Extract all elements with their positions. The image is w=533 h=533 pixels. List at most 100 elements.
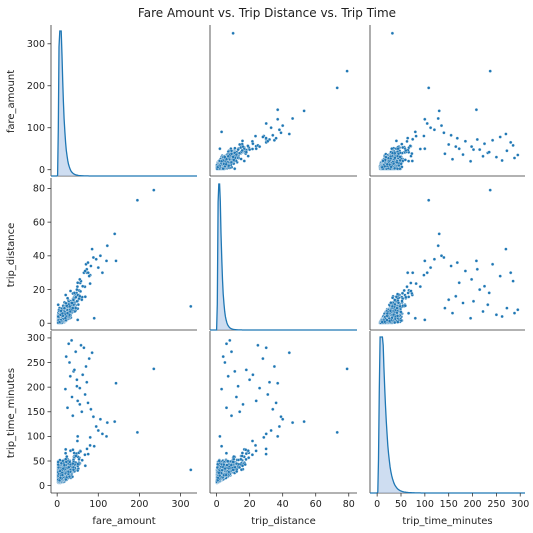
scatter-point <box>468 159 473 163</box>
scatter-points <box>56 188 193 325</box>
scatter-point <box>246 144 250 148</box>
scatter-point <box>511 143 515 148</box>
scatter-point <box>345 69 349 73</box>
scatter-point <box>219 130 224 134</box>
scatter-point <box>406 159 411 163</box>
scatter-point <box>232 158 236 162</box>
scatter-point <box>219 159 224 163</box>
scatter-point <box>455 136 459 140</box>
scatter-point <box>423 147 427 151</box>
scatter-point <box>442 131 446 135</box>
scatter-point <box>236 147 240 152</box>
scatter-point <box>251 142 255 146</box>
scatter-point <box>396 152 401 156</box>
scatter-point <box>264 136 268 140</box>
scatter-point <box>238 142 242 147</box>
scatter-point <box>439 123 444 128</box>
scatter-point <box>410 151 414 156</box>
y-axis-label: fare_amount <box>6 70 17 133</box>
scatter-point <box>277 128 282 132</box>
scatter-point <box>461 152 465 157</box>
scatter-point <box>450 157 455 161</box>
scatter-point <box>226 154 230 158</box>
scatter-point <box>436 116 440 121</box>
scatter-point <box>393 156 397 160</box>
scatter-point <box>239 157 243 161</box>
scatter-point <box>253 134 258 138</box>
scatter-point <box>475 137 479 142</box>
scatter-point <box>408 144 412 148</box>
scatter-point <box>281 123 285 128</box>
panel-fare_amount-vs-trip_time_minutes <box>369 25 525 177</box>
scatter-point <box>404 148 408 153</box>
scatter-point <box>237 151 242 155</box>
scatter-point <box>405 139 409 144</box>
y-tick-label: 200 <box>27 81 45 92</box>
scatter-point <box>478 147 482 152</box>
scatter-point <box>512 156 517 160</box>
scatter-point <box>474 108 479 112</box>
scatter-point <box>231 31 235 35</box>
scatter-point <box>457 147 461 151</box>
scatter-point <box>384 155 388 159</box>
scatter-point <box>449 133 453 137</box>
scatter-point <box>425 121 429 126</box>
scatter-point <box>229 152 234 156</box>
scatter-point <box>504 132 508 136</box>
scatter-point <box>244 150 248 154</box>
y-tick-label: 0 <box>39 165 45 176</box>
scatter-point <box>447 142 451 147</box>
scatter-point <box>229 149 234 153</box>
scatter-point <box>394 139 399 143</box>
scatter-points <box>378 31 520 171</box>
scatter-point <box>500 158 504 163</box>
scatter-point <box>516 153 520 157</box>
chart-title: Fare Amount vs. Trip Distance vs. Trip T… <box>138 6 396 20</box>
scatter-point <box>257 144 262 149</box>
scatter-point <box>403 158 407 162</box>
scatter-point <box>290 116 295 121</box>
scatter-point <box>266 139 270 143</box>
scatter-point <box>400 142 404 146</box>
scatter-point <box>385 162 389 166</box>
scatter-point <box>274 136 278 140</box>
scatter-point <box>482 142 487 146</box>
scatter-point <box>509 140 513 145</box>
scatter-point <box>218 147 222 151</box>
scatter-point <box>240 148 244 153</box>
scatter-point <box>234 152 239 157</box>
scatter-point <box>498 135 502 139</box>
scatter-point <box>443 152 447 156</box>
scatter-point <box>454 144 458 149</box>
scatter-point <box>390 147 394 151</box>
scatter-point <box>302 109 306 113</box>
scatter-point <box>427 86 431 90</box>
scatter-point <box>231 155 235 159</box>
kde-area <box>51 31 197 176</box>
scatter-point <box>75 284 80 289</box>
scatter-point <box>381 159 385 163</box>
scatter-point <box>471 147 476 152</box>
scatter-point <box>380 165 384 169</box>
scatter-point <box>401 145 405 150</box>
scatter-point <box>414 134 418 138</box>
scatter-point <box>224 162 228 166</box>
scatter-point <box>428 126 433 130</box>
scatter-point <box>395 167 400 171</box>
scatter-point <box>241 144 245 149</box>
scatter-point <box>271 133 275 137</box>
scatter-point <box>490 138 495 142</box>
scatter-point <box>264 121 268 126</box>
scatter-point <box>279 131 283 135</box>
scatter-point <box>437 109 441 113</box>
scatter-point <box>276 108 280 112</box>
scatter-point <box>422 134 426 138</box>
scatter-point <box>423 117 427 121</box>
y-tick-label: 300 <box>27 39 45 50</box>
scatter-point <box>390 31 395 35</box>
kde-line <box>51 30 197 177</box>
scatter-point <box>247 147 252 152</box>
